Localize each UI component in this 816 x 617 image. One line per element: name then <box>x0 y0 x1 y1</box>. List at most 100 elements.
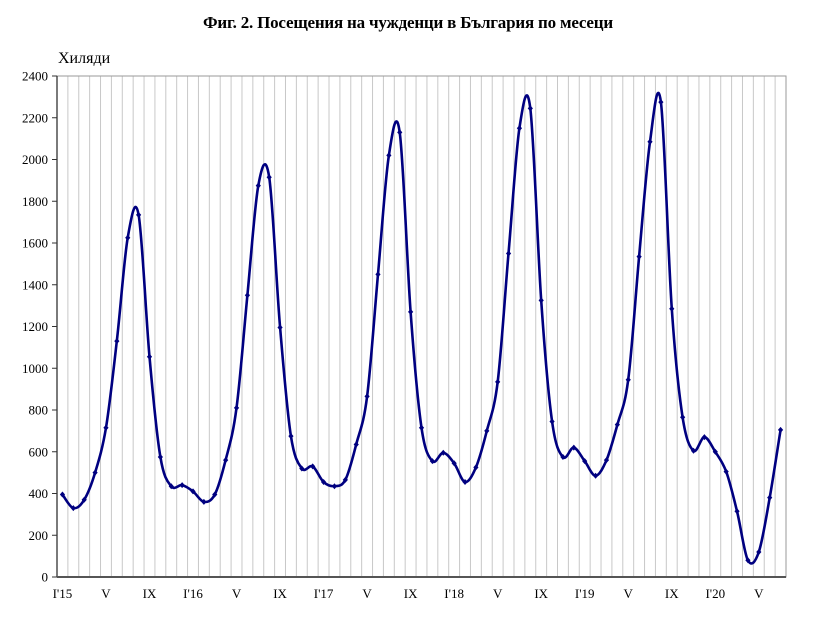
data-point-marker <box>114 338 120 345</box>
y-tick-label: 2200 <box>22 110 48 125</box>
data-point-marker <box>408 308 414 315</box>
y-tick-label: 1000 <box>22 361 48 376</box>
data-point-marker <box>451 460 457 467</box>
data-point-marker <box>440 449 446 456</box>
data-point-marker <box>157 453 163 460</box>
data-point-marker <box>266 174 272 181</box>
data-point-marker <box>81 496 87 503</box>
y-tick-label: 2000 <box>22 152 48 167</box>
data-point-marker <box>255 182 261 189</box>
x-tick-label: V <box>624 586 634 601</box>
data-point-marker <box>375 271 381 278</box>
data-point-marker <box>658 99 664 106</box>
data-point-marker <box>397 129 403 136</box>
data-point-marker <box>549 418 555 425</box>
data-point-marker <box>505 250 512 257</box>
x-axis-ticks: I'15 V IX I'16 V IX I'17 V IX I'18 V IX I'19 V IX I'20 V <box>53 586 764 601</box>
x-tick-label: V <box>754 586 764 601</box>
data-point-marker <box>625 376 631 383</box>
data-point-marker <box>288 433 294 440</box>
data-point-marker <box>418 424 425 431</box>
data-point-marker <box>179 482 185 489</box>
x-tick-label: I'17 <box>314 586 334 601</box>
x-tick-label: V <box>101 586 111 601</box>
data-point-marker <box>342 476 348 483</box>
x-tick-label: V <box>232 586 242 601</box>
x-tick-label: I'20 <box>705 586 725 601</box>
vertical-gridlines <box>67 76 776 577</box>
y-tick-label: 0 <box>42 570 49 585</box>
x-tick-label: I'15 <box>53 586 73 601</box>
y-tick-label: 1800 <box>22 194 48 209</box>
data-point-marker <box>777 426 784 433</box>
x-tick-label: I'16 <box>183 586 203 601</box>
data-point-marker <box>212 491 218 498</box>
data-point-marker <box>125 234 131 241</box>
data-point-marker <box>190 488 196 495</box>
chart-title: Фиг. 2. Посещения на чужденци в България… <box>203 13 613 32</box>
y-tick-label: 200 <box>29 528 49 543</box>
data-point-marker <box>712 448 718 455</box>
data-point-marker <box>92 469 98 476</box>
x-tick-label: IX <box>404 586 418 601</box>
data-point-marker <box>603 457 610 464</box>
data-point-marker <box>70 505 76 512</box>
data-point-marker <box>168 483 174 490</box>
data-point-marker <box>592 472 599 479</box>
plot-area-border <box>56 75 787 578</box>
data-point-marker <box>745 557 751 564</box>
x-tick-label: V <box>493 586 503 601</box>
data-point-marker <box>364 393 370 400</box>
x-tick-label: IX <box>273 586 287 601</box>
x-tick-label: I'19 <box>575 586 595 601</box>
data-point-marker <box>484 427 490 434</box>
data-point-marker <box>320 479 327 486</box>
data-point-marker <box>756 548 762 555</box>
x-tick-label: IX <box>143 586 157 601</box>
data-point-marker <box>723 468 729 475</box>
data-point-marker <box>299 465 305 472</box>
data-point-marker <box>429 458 435 465</box>
y-axis-ticks: 0 200 400 600 800 1000 1200 1400 1600 1800 2000 220… <box>22 69 57 585</box>
x-tick-label: V <box>362 586 372 601</box>
x-tick-label: I'18 <box>444 586 464 601</box>
data-point-marker <box>527 105 533 112</box>
data-point-marker <box>233 404 240 411</box>
data-point-marker <box>146 353 153 360</box>
data-point-marker <box>516 125 523 132</box>
y-tick-label: 800 <box>29 403 49 418</box>
y-tick-label: 1400 <box>22 277 48 292</box>
data-point-marker <box>201 498 207 505</box>
data-point-marker <box>223 457 229 464</box>
data-point-marker <box>277 324 283 331</box>
y-tick-label: 1600 <box>22 236 48 251</box>
data-point-marker <box>701 434 707 441</box>
data-point-marker <box>59 491 66 498</box>
data-point-marker <box>690 447 697 454</box>
data-point-marker <box>767 494 773 501</box>
data-point-marker <box>473 464 479 471</box>
data-point-marker <box>647 138 653 145</box>
data-point-marker <box>560 453 566 460</box>
data-point-marker <box>386 152 392 159</box>
y-tick-label: 600 <box>29 444 49 459</box>
data-point-marker <box>103 424 109 431</box>
data-point-marker <box>244 292 251 299</box>
data-point-marker <box>636 253 642 260</box>
data-point-markers <box>59 99 784 564</box>
data-point-marker <box>734 508 740 515</box>
data-point-marker <box>495 378 501 385</box>
x-tick-label: IX <box>534 586 548 601</box>
data-point-marker <box>614 421 620 428</box>
data-point-marker <box>669 305 675 312</box>
y-tick-label: 400 <box>29 486 49 501</box>
data-point-marker <box>538 297 544 304</box>
y-axis-unit-label: Хиляди <box>58 50 111 67</box>
data-point-marker <box>136 211 142 218</box>
data-point-marker <box>310 463 316 470</box>
data-point-marker <box>462 479 468 486</box>
y-tick-label: 1200 <box>22 319 48 334</box>
series-line-visits <box>61 91 782 565</box>
data-point-marker <box>582 458 588 465</box>
